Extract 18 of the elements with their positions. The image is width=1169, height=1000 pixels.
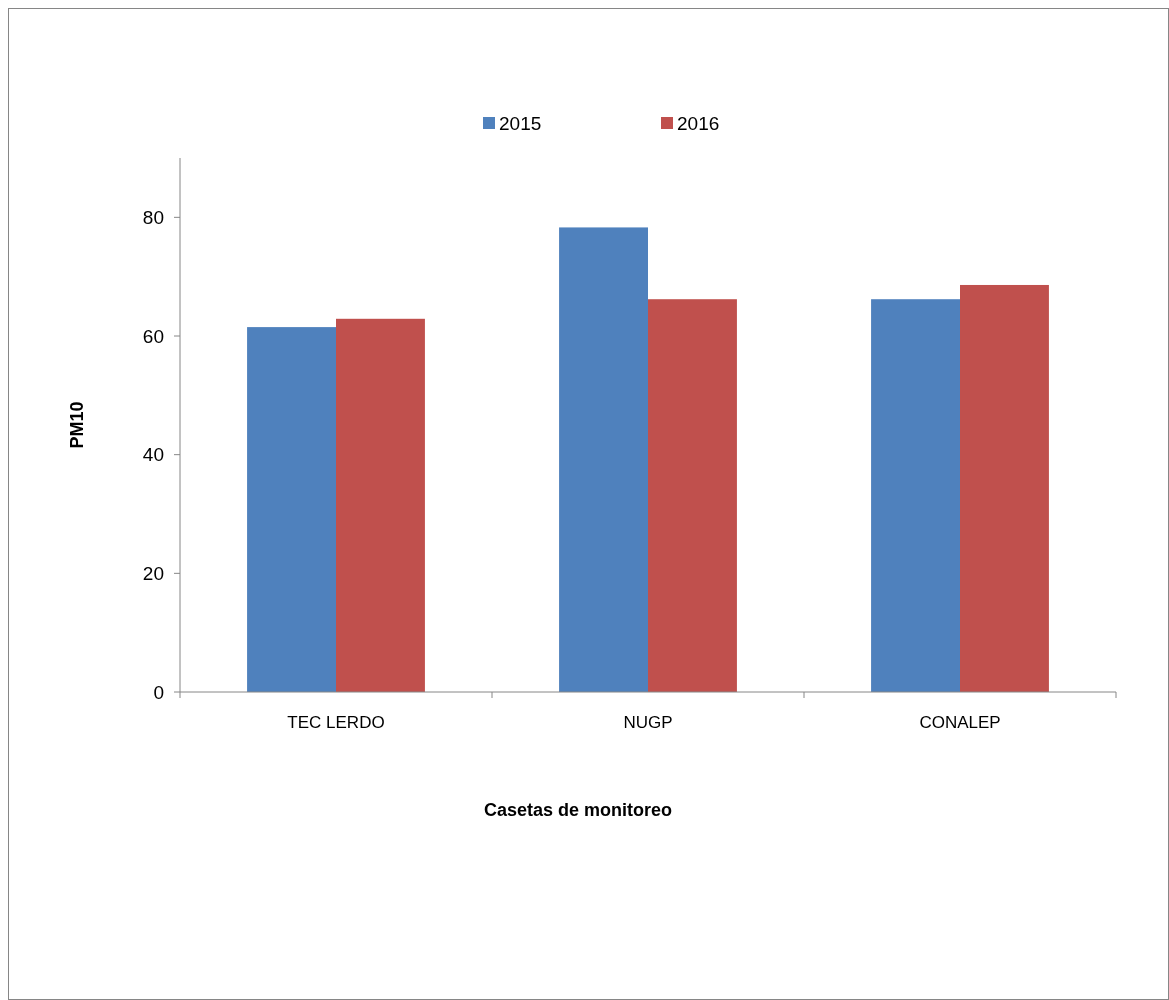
x-tick-label: NUGP bbox=[623, 713, 673, 732]
x-tick-label: TEC LERDO bbox=[287, 713, 385, 732]
y-tick-label: 40 bbox=[142, 444, 164, 466]
bar bbox=[247, 327, 336, 692]
bar bbox=[960, 284, 1049, 692]
bar bbox=[559, 227, 648, 692]
y-axis-title: PM10 bbox=[67, 401, 87, 449]
legend-label: 2016 bbox=[677, 112, 720, 134]
y-tick-label: 20 bbox=[142, 562, 164, 584]
y-tick-label: 0 bbox=[153, 681, 164, 703]
y-tick-label: 60 bbox=[142, 325, 164, 347]
bar bbox=[336, 318, 425, 692]
x-axis-title: Casetas de monitoreo bbox=[483, 800, 673, 820]
bar bbox=[648, 299, 737, 692]
x-tick-label: CONALEP bbox=[919, 713, 1001, 732]
legend-label: 2015 bbox=[499, 112, 542, 134]
y-tick-label: 80 bbox=[142, 206, 164, 228]
bar bbox=[871, 299, 960, 692]
